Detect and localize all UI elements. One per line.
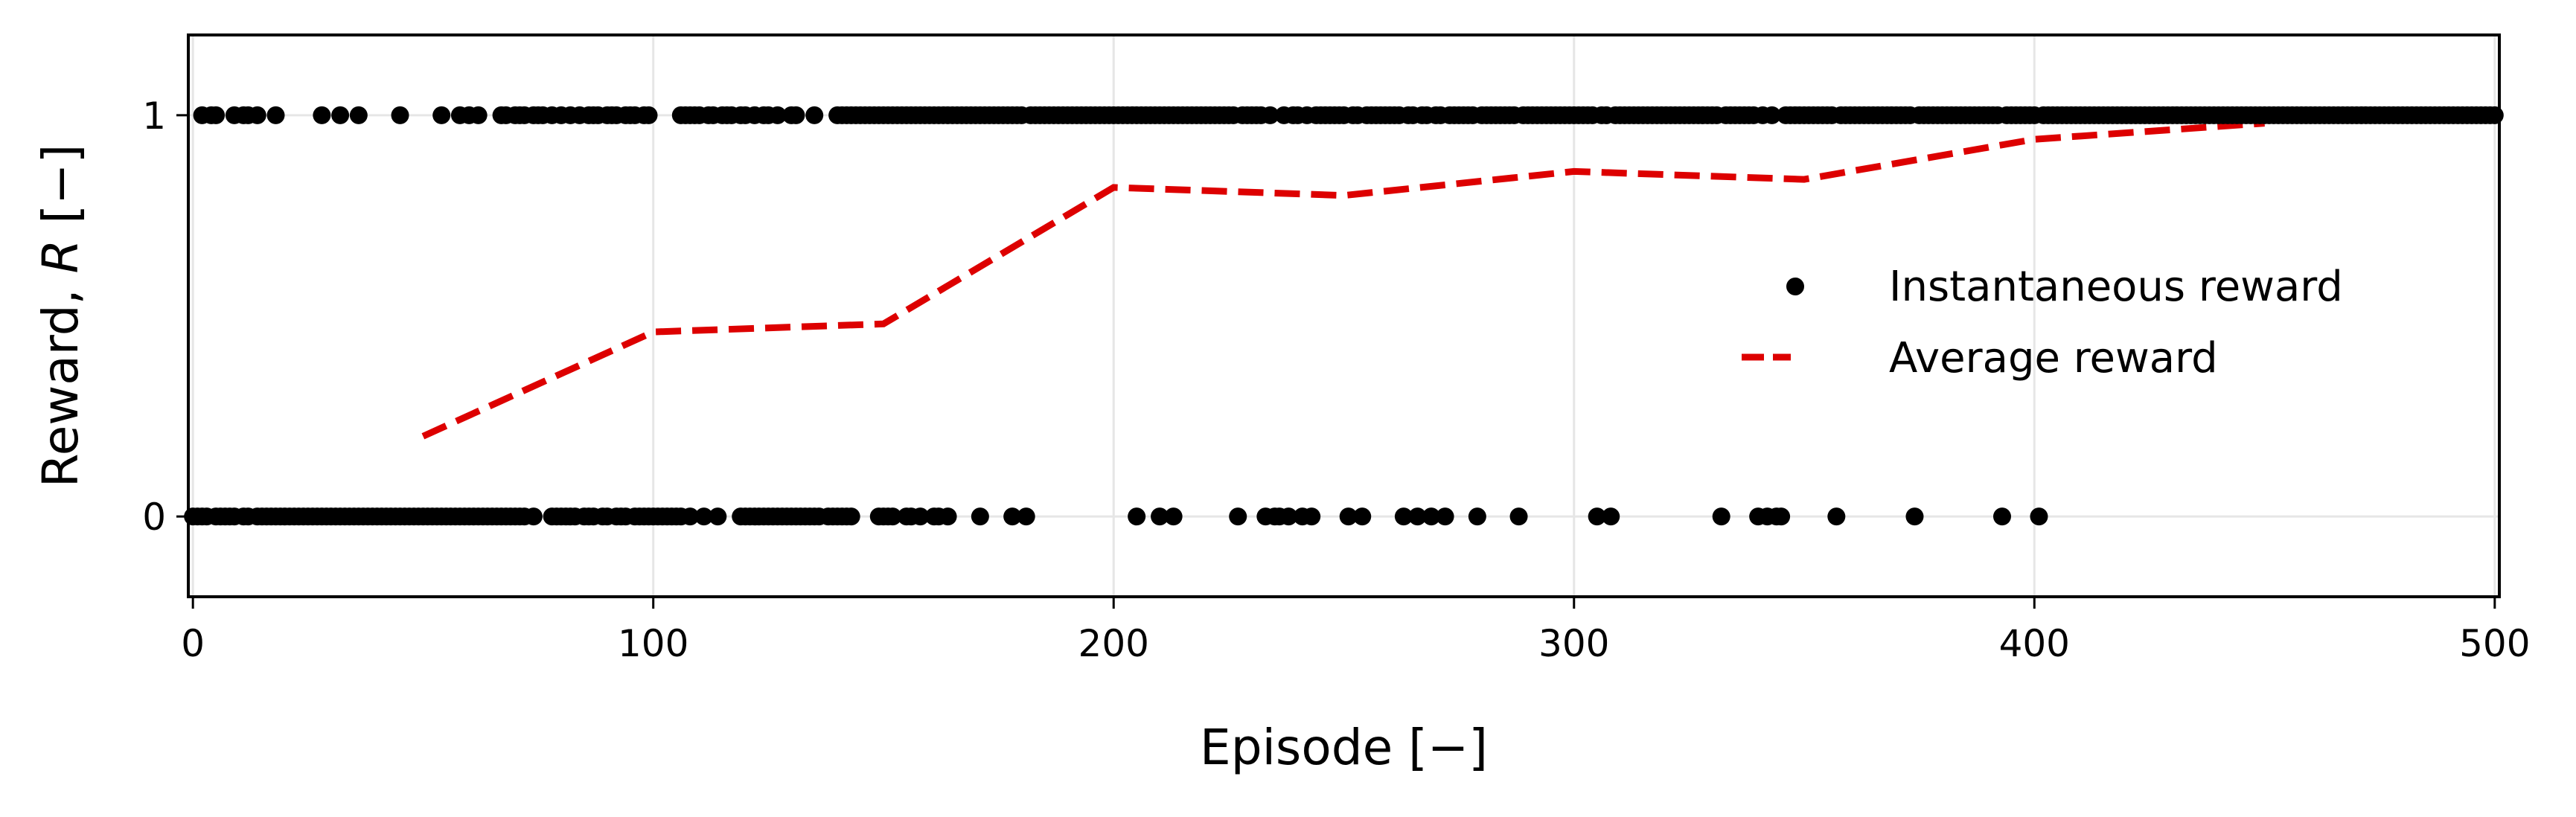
point-reward-0	[1905, 507, 1924, 526]
x-tick-label: 100	[618, 622, 688, 665]
point-reward-1	[432, 106, 451, 124]
point-reward-1	[248, 106, 266, 124]
point-reward-0	[1827, 507, 1846, 526]
point-reward-1	[1762, 106, 1781, 124]
point-reward-1	[331, 106, 350, 124]
point-reward-1	[349, 106, 368, 124]
point-reward-1	[1261, 106, 1279, 124]
y-axis-title-variable: R	[32, 240, 89, 274]
x-axis-title: Episode [−]	[1200, 719, 1488, 776]
plot-frame	[187, 33, 2501, 598]
point-reward-0	[1422, 507, 1441, 526]
point-reward-1	[768, 106, 787, 124]
point-reward-0	[1164, 507, 1183, 526]
point-reward-0	[1588, 507, 1606, 526]
average-reward-line-group	[421, 120, 2265, 440]
x-tick-label: 0	[181, 622, 205, 665]
point-reward-1	[266, 106, 285, 124]
point-reward-0	[694, 507, 713, 526]
y-axis-title-prefix: Reward,	[32, 273, 89, 487]
legend-marker-instantaneous	[1786, 278, 1804, 295]
legend-label-average: Average reward	[1889, 334, 2218, 382]
point-reward-0	[971, 507, 989, 526]
point-reward-0	[842, 507, 860, 526]
point-reward-1	[313, 106, 331, 124]
point-reward-0	[1229, 507, 1247, 526]
x-tick-label: 400	[1999, 622, 2070, 665]
point-reward-0	[1303, 507, 1321, 526]
point-reward-1	[639, 106, 658, 124]
point-reward-1	[787, 106, 805, 124]
point-reward-0	[524, 507, 543, 526]
point-reward-0	[1468, 507, 1486, 526]
point-reward-0	[681, 507, 700, 526]
legend-label-instantaneous: Instantaneous reward	[1889, 263, 2343, 311]
point-reward-0	[939, 507, 957, 526]
y-axis-title: Reward, R [−]	[32, 144, 89, 487]
point-reward-0	[1339, 507, 1358, 526]
point-reward-0	[1353, 507, 1372, 526]
instantaneous-reward-points	[184, 106, 2504, 526]
point-reward-0	[883, 507, 902, 526]
point-reward-1	[805, 106, 824, 124]
x-axis-ticks: 0 100 200 300 400 500	[181, 597, 2531, 665]
point-reward-0	[1279, 507, 1298, 526]
point-reward-1	[469, 106, 488, 124]
y-tick-label: 0	[142, 496, 166, 539]
y-axis-ticks: 01	[142, 94, 188, 539]
point-reward-0	[1602, 507, 1620, 526]
point-reward-1	[207, 106, 226, 124]
point-reward-0	[1772, 507, 1791, 526]
point-reward-0	[1712, 507, 1730, 526]
point-reward-0	[1436, 507, 1454, 526]
point-reward-0	[1017, 507, 1035, 526]
point-reward-0	[1003, 507, 1022, 526]
x-tick-label: 500	[2459, 622, 2530, 665]
point-reward-1	[2485, 106, 2504, 124]
legend: Instantaneous reward Average reward	[1742, 263, 2343, 382]
point-reward-0	[2030, 507, 2048, 526]
point-reward-0	[911, 507, 930, 526]
point-reward-0	[709, 507, 727, 526]
y-axis-title-suffix: [−]	[32, 144, 89, 240]
x-tick-label: 200	[1078, 622, 1149, 665]
point-reward-0	[1509, 507, 1528, 526]
point-reward-1	[391, 106, 409, 124]
y-tick-label: 1	[142, 94, 166, 138]
point-reward-0	[1128, 507, 1146, 526]
point-reward-0	[1408, 507, 1427, 526]
point-reward-0	[1151, 507, 1169, 526]
point-reward-0	[1394, 507, 1413, 526]
average-reward-line	[421, 120, 2265, 440]
x-tick-label: 300	[1538, 622, 1609, 665]
point-reward-0	[1992, 507, 2011, 526]
